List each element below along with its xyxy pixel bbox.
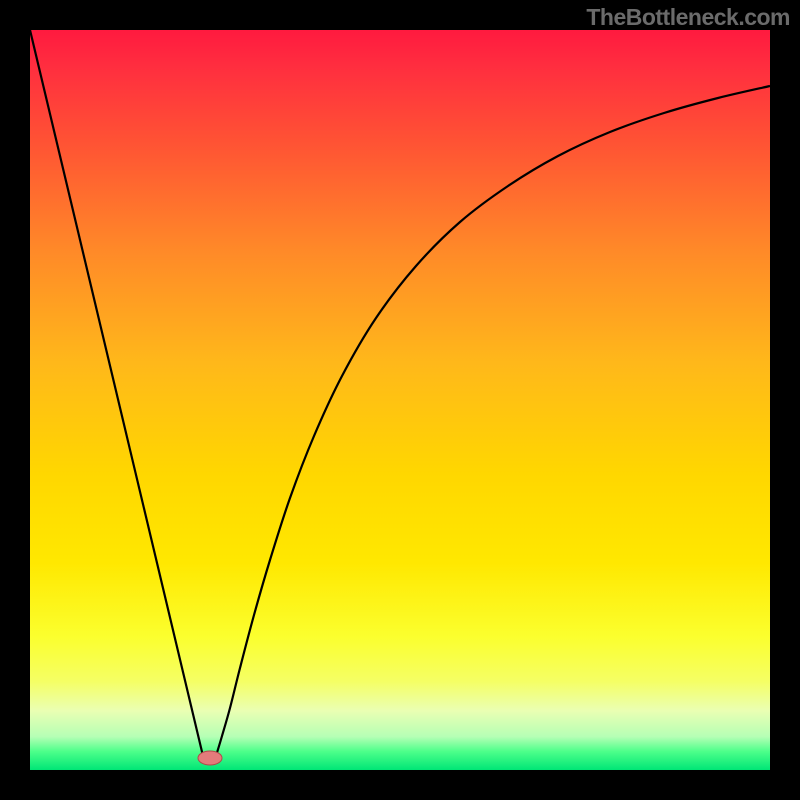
plot-area <box>30 30 770 770</box>
chart-svg <box>0 0 800 800</box>
watermark-text: TheBottleneck.com <box>586 4 790 31</box>
chart-frame: TheBottleneck.com <box>0 0 800 800</box>
minimum-marker <box>198 751 222 765</box>
